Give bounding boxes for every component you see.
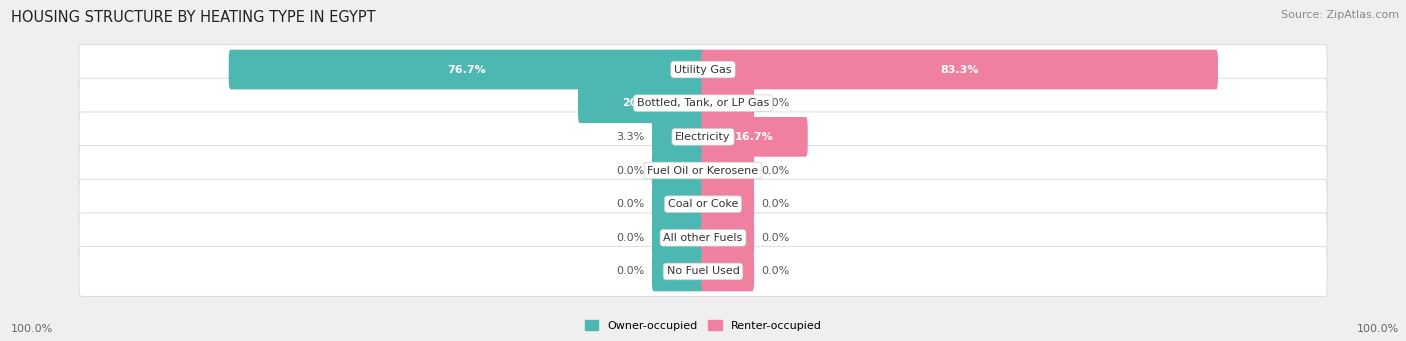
Text: 0.0%: 0.0%	[616, 233, 644, 243]
Text: No Fuel Used: No Fuel Used	[666, 266, 740, 277]
Text: 0.0%: 0.0%	[762, 165, 790, 176]
Text: Electricity: Electricity	[675, 132, 731, 142]
Text: 0.0%: 0.0%	[616, 266, 644, 277]
FancyBboxPatch shape	[79, 112, 1327, 162]
FancyBboxPatch shape	[79, 213, 1327, 263]
Text: Source: ZipAtlas.com: Source: ZipAtlas.com	[1281, 10, 1399, 20]
FancyBboxPatch shape	[652, 218, 704, 258]
FancyBboxPatch shape	[702, 252, 754, 291]
FancyBboxPatch shape	[79, 179, 1327, 229]
FancyBboxPatch shape	[702, 218, 754, 258]
Text: 3.3%: 3.3%	[616, 132, 644, 142]
FancyBboxPatch shape	[79, 78, 1327, 128]
Text: 0.0%: 0.0%	[616, 165, 644, 176]
FancyBboxPatch shape	[229, 50, 704, 89]
FancyBboxPatch shape	[79, 45, 1327, 94]
FancyBboxPatch shape	[652, 117, 704, 157]
Text: 100.0%: 100.0%	[1357, 324, 1399, 334]
Text: 0.0%: 0.0%	[762, 199, 790, 209]
Text: 0.0%: 0.0%	[616, 199, 644, 209]
Text: Coal or Coke: Coal or Coke	[668, 199, 738, 209]
Text: Bottled, Tank, or LP Gas: Bottled, Tank, or LP Gas	[637, 98, 769, 108]
FancyBboxPatch shape	[702, 50, 1218, 89]
FancyBboxPatch shape	[79, 146, 1327, 195]
Text: Fuel Oil or Kerosene: Fuel Oil or Kerosene	[647, 165, 759, 176]
Text: HOUSING STRUCTURE BY HEATING TYPE IN EGYPT: HOUSING STRUCTURE BY HEATING TYPE IN EGY…	[11, 10, 375, 25]
FancyBboxPatch shape	[702, 83, 754, 123]
FancyBboxPatch shape	[79, 247, 1327, 296]
FancyBboxPatch shape	[652, 252, 704, 291]
Legend: Owner-occupied, Renter-occupied: Owner-occupied, Renter-occupied	[585, 320, 821, 331]
Text: 83.3%: 83.3%	[941, 64, 979, 75]
FancyBboxPatch shape	[652, 151, 704, 190]
Text: 76.7%: 76.7%	[447, 64, 486, 75]
Text: Utility Gas: Utility Gas	[675, 64, 731, 75]
FancyBboxPatch shape	[578, 83, 704, 123]
FancyBboxPatch shape	[702, 117, 807, 157]
Text: 16.7%: 16.7%	[735, 132, 773, 142]
FancyBboxPatch shape	[652, 184, 704, 224]
Text: All other Fuels: All other Fuels	[664, 233, 742, 243]
Text: 20.0%: 20.0%	[623, 98, 661, 108]
Text: 0.0%: 0.0%	[762, 266, 790, 277]
FancyBboxPatch shape	[702, 184, 754, 224]
Text: 0.0%: 0.0%	[762, 233, 790, 243]
Text: 0.0%: 0.0%	[762, 98, 790, 108]
FancyBboxPatch shape	[702, 151, 754, 190]
Text: 100.0%: 100.0%	[11, 324, 53, 334]
